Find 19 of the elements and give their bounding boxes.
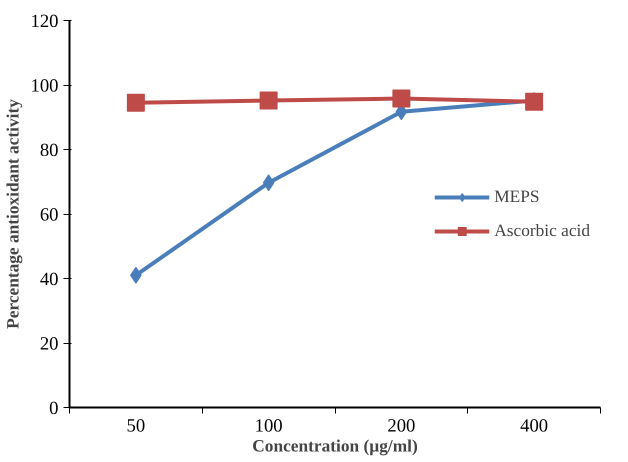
- x-axis-title: Concentration (µg/ml): [252, 436, 418, 456]
- point: [260, 91, 278, 110]
- y-tick-label: 40: [40, 269, 58, 290]
- y-tick-label: 80: [40, 140, 58, 161]
- y-axis-title: Percentage antioxidant activity: [4, 98, 23, 329]
- x-tick-label: 100: [254, 416, 283, 436]
- x-tick-label: 400: [520, 416, 548, 436]
- point: [525, 92, 544, 111]
- y-tick-label: 100: [30, 76, 58, 96]
- y-tick-label: 120: [30, 11, 58, 32]
- point: [392, 90, 410, 108]
- y-tick-label: 20: [40, 334, 58, 354]
- x-tick-label: 50: [126, 416, 146, 436]
- y-tick-label: 0: [49, 398, 58, 419]
- x-tick-label: 200: [387, 416, 416, 436]
- y-tick-label: 60: [40, 204, 58, 226]
- legend-label: MEPS: [494, 186, 540, 206]
- point: [126, 94, 145, 112]
- legend-label: Ascorbic acid: [494, 220, 590, 240]
